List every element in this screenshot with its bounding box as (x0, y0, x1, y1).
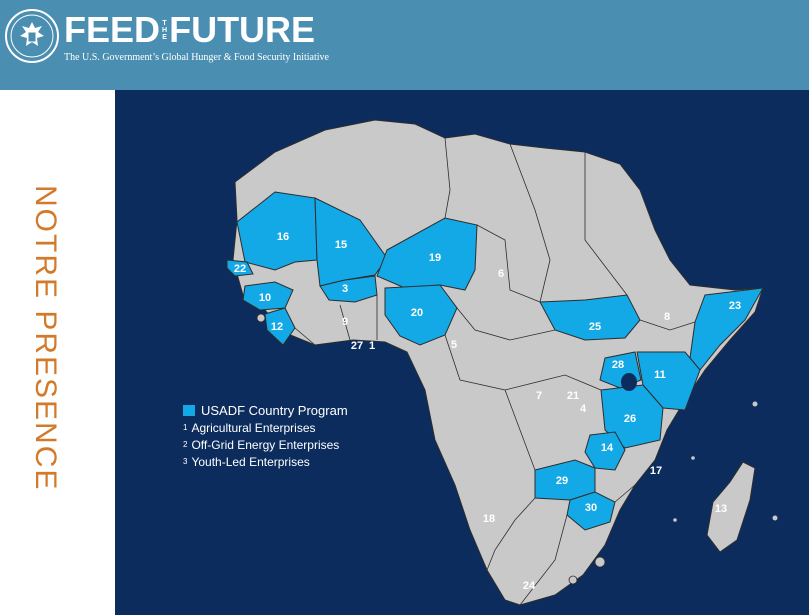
country-20 (384, 284, 458, 346)
country-25 (539, 294, 641, 341)
feed-the-future-logo: FEED T H E FUTURE (64, 12, 315, 48)
label-5: 5 (451, 339, 457, 351)
label-29: 29 (556, 475, 568, 487)
legend-program-label: USADF Country Program (201, 402, 348, 418)
island-a (752, 401, 758, 407)
legend-note-1: 1 Agricultural Enterprises (183, 419, 348, 436)
label-1: 1 (369, 340, 375, 352)
country-22 (226, 259, 254, 277)
logo-future: FUTURE (169, 9, 316, 50)
label-19: 19 (429, 252, 441, 264)
label-28: 28 (612, 359, 624, 371)
label-10: 10 (259, 292, 271, 304)
country-14 (584, 431, 626, 471)
legend-note-1-text: Agricultural Enterprises (191, 420, 316, 435)
label-17: 17 (650, 465, 662, 477)
legend-note-3-mark: 3 (183, 456, 188, 466)
label-27: 27 (351, 340, 363, 352)
africa-map: 16 15 19 22 3 10 20 9 12 27 1 6 5 25 8 2… (115, 90, 809, 615)
country-23 (689, 287, 764, 371)
label-14: 14 (601, 442, 614, 454)
lake-victoria (621, 373, 637, 391)
map-legend: USADF Country Program 1 Agricultural Ent… (183, 402, 348, 470)
legend-note-1-mark: 1 (183, 422, 188, 432)
label-22: 22 (234, 263, 246, 275)
legend-note-2-mark: 2 (183, 439, 188, 449)
label-11: 11 (654, 369, 666, 381)
island-d (673, 518, 677, 522)
country-26 (600, 384, 664, 449)
island-e (594, 556, 606, 568)
legend-note-2: 2 Off-Grid Energy Enterprises (183, 436, 348, 453)
island-c (691, 456, 695, 460)
legend-swatch (183, 405, 195, 416)
label-23: 23 (729, 300, 741, 312)
country-12 (264, 307, 296, 346)
legend-note-3: 3 Youth-Led Enterprises (183, 453, 348, 470)
label-7: 7 (536, 390, 542, 402)
label-15: 15 (335, 239, 347, 251)
map-svg: 16 15 19 22 3 10 20 9 12 27 1 6 5 25 8 2… (226, 119, 778, 606)
label-24: 24 (523, 580, 536, 592)
label-13: 13 (715, 503, 727, 515)
logo-feed: FEED (64, 9, 161, 50)
island-b (772, 515, 778, 521)
legend-note-2-text: Off-Grid Energy Enterprises (191, 437, 340, 452)
island-f (568, 575, 578, 585)
madagascar (706, 461, 756, 553)
side-title: NOTRE PRESENCE (29, 185, 62, 492)
label-6: 6 (498, 268, 504, 280)
tagline: The U.S. Government’s Global Hunger & Fo… (64, 52, 329, 63)
label-12: 12 (271, 321, 283, 333)
country-19 (376, 217, 478, 291)
label-20: 20 (411, 307, 423, 319)
label-9: 9 (342, 316, 348, 328)
legend-note-3-text: Youth-Led Enterprises (191, 454, 310, 469)
island-g (256, 313, 266, 323)
label-21: 21 (567, 390, 579, 402)
label-16: 16 (277, 231, 289, 243)
label-26: 26 (624, 413, 636, 425)
header-banner: FEED T H E FUTURE The U.S. Government’s … (0, 0, 809, 90)
label-25: 25 (589, 321, 601, 333)
label-30: 30 (585, 502, 597, 514)
label-4: 4 (580, 403, 587, 415)
label-18: 18 (483, 513, 495, 525)
legend-program: USADF Country Program (183, 402, 348, 419)
label-3: 3 (342, 283, 348, 295)
us-great-seal-icon (5, 9, 59, 63)
label-8: 8 (664, 311, 670, 323)
logo-the: T H E (162, 19, 168, 41)
